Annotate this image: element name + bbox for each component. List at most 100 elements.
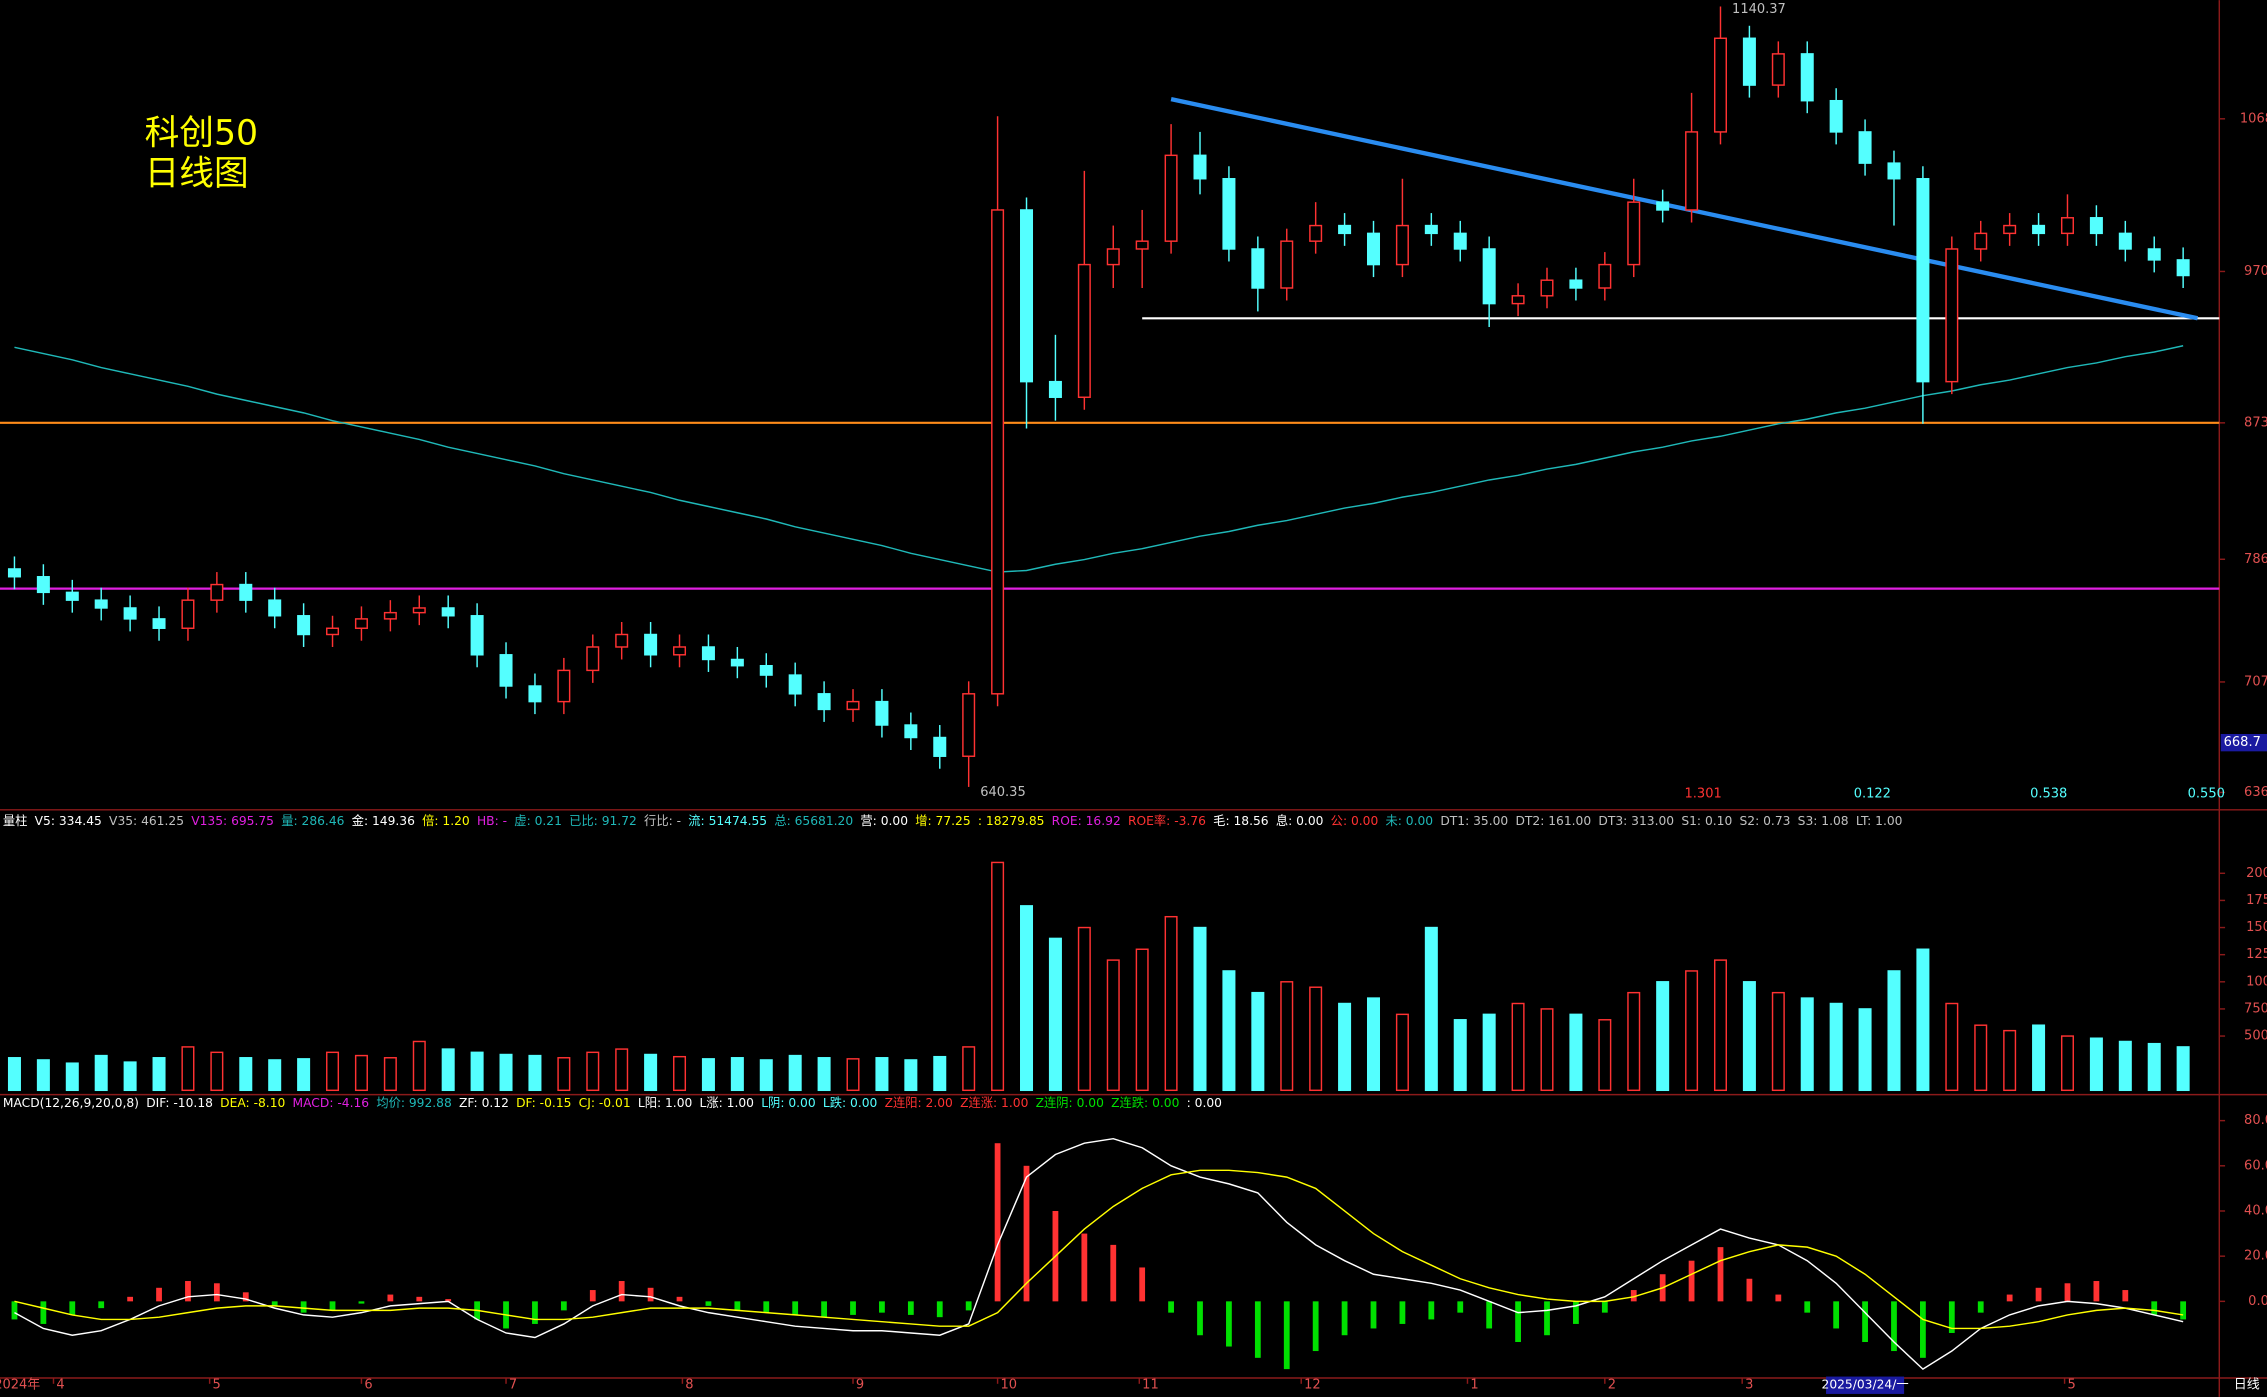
candle-body <box>615 633 629 648</box>
cursor-date: 2025/03/24/一 <box>1822 1378 1909 1392</box>
volume-bar <box>470 1051 484 1092</box>
macd-bar <box>1226 1301 1232 1347</box>
indicator-value: 虚: 0.21 <box>514 814 562 828</box>
x-tick-label: 10 <box>1000 1378 1017 1393</box>
macd-bar <box>11 1301 18 1320</box>
candle-body <box>1685 131 1699 211</box>
y-tick-label: 970.6 <box>2244 264 2267 279</box>
y-tick-label: 1750 <box>2246 893 2267 908</box>
macd-bar <box>40 1301 47 1324</box>
volume-bar <box>1338 1002 1352 1092</box>
x-tick-label: 6 <box>364 1378 372 1393</box>
macd-bar <box>618 1281 625 1302</box>
volume-bar <box>701 1058 715 1092</box>
indicator-value: 营: 0.00 <box>860 814 908 828</box>
volume-bar <box>2032 1024 2046 1092</box>
y-tick-label: 1068.4 <box>2240 111 2267 126</box>
moving-average <box>14 345 2184 573</box>
volume-bar <box>2089 1037 2103 1092</box>
macd-bar <box>792 1301 799 1315</box>
candle-body <box>875 700 889 726</box>
y-tick-label: 636.8 <box>2244 785 2267 800</box>
indicator-value: L阴: 0.00 <box>761 1096 815 1110</box>
candle-body <box>2176 259 2190 277</box>
candle-body <box>846 700 860 711</box>
y-tick-label: 1500 <box>2246 920 2267 935</box>
macd-bar <box>879 1301 885 1313</box>
volume-bar <box>2118 1040 2132 1092</box>
macd-bar <box>994 1143 1001 1302</box>
candle-body <box>36 576 50 594</box>
macd-bar <box>965 1301 972 1311</box>
x-tick-label: 2 <box>1608 1378 1616 1393</box>
candle-body <box>7 568 21 578</box>
y-tick-label: 80.00 <box>2244 1113 2267 1128</box>
macd-bar <box>560 1301 567 1311</box>
macd-bar <box>387 1294 394 1302</box>
candle-body <box>268 599 282 617</box>
volume-bar <box>991 861 1005 1092</box>
candle-body <box>470 615 484 656</box>
y-tick-label: 2000 <box>2246 866 2267 881</box>
candle-body <box>1627 201 1641 266</box>
macd-bar <box>1023 1165 1030 1302</box>
candle-body <box>1916 178 1930 383</box>
candle-body <box>2118 232 2132 250</box>
indicator-value: DT3: 313.00 <box>1598 814 1674 828</box>
indicator-value: ROE: 16.92 <box>1052 814 1121 828</box>
candle-body <box>1713 37 1727 133</box>
indicator-value: 毛: 18.56 <box>1213 814 1269 828</box>
volume-bar <box>1020 905 1034 1092</box>
x-tick-label: 3 <box>1745 1378 1753 1393</box>
candle-body <box>1540 279 1554 297</box>
volume-bar <box>1366 997 1381 1092</box>
volume-bar <box>297 1058 311 1092</box>
candle-body <box>1106 248 1120 266</box>
macd-bar <box>1197 1301 1203 1336</box>
candle-body <box>933 736 947 757</box>
macd-bar <box>1283 1301 1290 1370</box>
indicator-value: 均价: 992.88 <box>376 1096 451 1110</box>
candle-body <box>644 633 658 656</box>
indicator-value: 增: 77.25 <box>915 813 970 828</box>
macd-bar <box>907 1301 914 1315</box>
high-label: 1140.37 <box>1732 2 1786 17</box>
volume-bar <box>152 1057 166 1092</box>
macd-bar <box>156 1287 162 1302</box>
volume-bar <box>441 1048 455 1092</box>
candle-body <box>1829 99 1843 133</box>
volume-bar <box>1916 948 1930 1092</box>
candle-body <box>1309 224 1323 242</box>
x-tick-label: 4 <box>56 1378 64 1393</box>
candle-body <box>210 583 224 601</box>
macd-bar <box>2151 1301 2158 1315</box>
macd-bar <box>647 1287 654 1302</box>
volume-bar <box>1742 981 1756 1092</box>
candle-body <box>412 607 426 614</box>
candle-body <box>1222 178 1236 250</box>
indicator-value: DEA: -8.10 <box>220 1096 285 1110</box>
volume-bar <box>1540 1008 1554 1092</box>
macd-bar <box>1977 1301 1984 1313</box>
macd-bar <box>1544 1301 1550 1336</box>
indicator-value: 金: 149.36 <box>352 813 415 828</box>
volume-bar <box>846 1058 860 1092</box>
candle-body <box>152 618 166 629</box>
macd-bar <box>1254 1301 1261 1358</box>
macd-bar <box>2064 1283 2071 1302</box>
volume-bar <box>1193 926 1207 1092</box>
macd-bar <box>821 1301 827 1318</box>
macd-bar <box>2093 1281 2100 1302</box>
macd-bar <box>1428 1301 1435 1320</box>
chart-subtitle: 日线图 <box>145 154 249 194</box>
indicator-value: 总: 65681.20 <box>774 814 853 828</box>
volume-bar <box>1106 959 1120 1092</box>
period-tab[interactable]: 日线 <box>2234 1378 2260 1393</box>
macd-bar <box>1168 1301 1174 1313</box>
volume-bar <box>644 1053 658 1092</box>
volume-bar <box>1945 1002 1959 1092</box>
side-value: 0.550 <box>2188 786 2225 801</box>
macd-bar <box>532 1301 538 1324</box>
x-tick-label: 5 <box>2067 1378 2075 1393</box>
